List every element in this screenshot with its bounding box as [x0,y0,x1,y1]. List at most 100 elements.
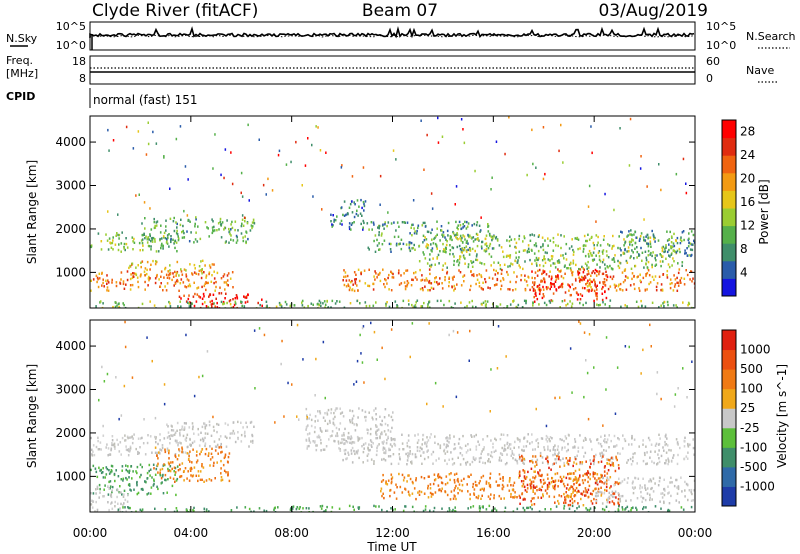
velocity-cell [91,499,93,502]
power-cell [550,278,553,281]
velocity-cell [330,411,332,415]
velocity-cell [677,485,680,488]
velocity-cell [230,509,233,512]
velocity-cell [593,458,595,461]
power-cell [645,274,647,278]
power-cell [672,257,674,260]
velocity-cell [607,497,610,500]
power-cell [427,289,429,292]
power-cell [463,274,466,277]
power-cell [646,233,649,237]
velocity-cell [226,436,228,440]
velocity-cell [684,495,686,498]
velocity-cell [291,507,294,510]
velocity-cell [510,454,513,457]
velocity-cell [516,496,518,499]
velocity-cell [445,443,448,446]
power-cell [125,125,128,129]
power-cell [355,212,358,216]
velocity-cell [596,481,599,484]
velocity-cell [422,433,425,437]
power-cell [579,278,582,281]
velocity-cell [190,474,192,477]
velocity-cell [585,460,587,463]
velocity-cell [119,441,122,444]
velocity-cell [361,436,363,440]
velocity-cell [587,470,589,473]
power-cell [621,289,624,292]
power-cell [520,274,523,277]
power-cell [501,268,503,272]
velocity-cell [693,479,695,482]
power-cell [534,289,536,292]
velocity-cell [380,490,382,493]
velocity-cell [581,493,584,496]
power-cell [141,260,144,263]
power-cell [533,234,536,237]
power-cell [436,220,438,223]
power-cell [651,275,654,279]
power-cell [382,223,384,226]
colorbar-segment [722,466,736,487]
power-cell [430,231,432,235]
power-cell [463,280,465,283]
power-cell [436,257,438,260]
velocity-cell [583,395,585,399]
velocity-cell [200,450,202,453]
velocity-cell [646,462,648,465]
power-cell [446,240,448,243]
power-cell [181,230,183,234]
power-cell [596,292,598,295]
power-cell [481,287,483,291]
velocity-cell [191,441,194,445]
power-cell [412,278,414,282]
power-cell [441,287,444,290]
velocity-cell [428,475,430,478]
velocity-cell [90,436,92,440]
power-cell [686,247,688,250]
power-cell [619,262,622,265]
power-cell [108,149,110,152]
velocity-cell [455,472,458,475]
velocity-cell [600,486,602,489]
power-cell [413,305,416,308]
power-cell [481,303,483,306]
power-cell [225,292,227,295]
power-cell [533,252,536,255]
power-cell [623,244,625,247]
velocity-cell [315,448,318,452]
velocity-cell [114,447,116,450]
power-cell [132,240,134,243]
power-cell [449,238,451,241]
velocity-cell [320,442,322,445]
velocity-cell [608,501,611,504]
velocity-cell [309,441,312,444]
velocity-cell [574,457,577,461]
power-cell [346,274,349,278]
velocity-cell [339,407,341,410]
velocity-cell [217,452,219,455]
velocity-cell [618,477,620,480]
power-cell [673,274,675,277]
power-cell [538,286,541,290]
velocity-cell [191,427,194,431]
velocity-cell [157,471,159,474]
velocity-cell [601,481,603,484]
power-cell [376,244,379,247]
velocity-cell [656,392,658,396]
velocity-cell [176,458,179,461]
velocity-cell [626,505,629,509]
velocity-cell [178,454,180,457]
velocity-cell [169,476,172,479]
power-cell [536,258,538,262]
velocity-cell [124,498,127,502]
power-cell [658,275,661,278]
velocity-cell [396,486,398,489]
velocity-cell [121,436,124,440]
velocity-cell [343,434,345,437]
velocity-cell [576,491,578,494]
velocity-cell [393,491,396,494]
velocity-cell [570,472,573,475]
velocity-cell [656,462,659,465]
velocity-cell [380,480,383,483]
